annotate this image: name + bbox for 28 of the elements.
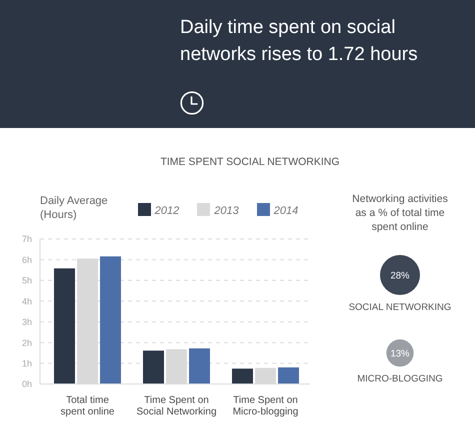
y-tick-label: 3h [22,317,32,328]
bar [189,348,210,384]
data-label: 28% [390,270,410,282]
y-tick-label: 5h [22,276,32,286]
x-tick-label: Total time spent online [60,395,115,418]
text: Networking activities as a % of total time spent online [351,192,449,234]
chart-subtitle: TIME SPENT SOCIAL NETWORKING [159,156,341,168]
bar [278,367,299,384]
legend-label: 2014 [274,205,298,217]
y-tick-label: 4h [22,296,32,306]
y-tick-label: 6h [22,254,32,265]
chart-title: Daily time spent on social networks rises to 1.72 hours [180,16,419,67]
x-tick-label: Time Spent on Micro-blogging [232,395,298,418]
data-label: 13% [390,348,410,360]
legend-label: 2013 [214,205,239,217]
bar [100,256,121,384]
category-label: SOCIAL NETWORKING [348,302,452,313]
y-tick-label: 0h [22,379,32,390]
y-tick-label: 1h [22,358,32,368]
y-tick-label: 7h [22,234,32,244]
bar [232,368,253,384]
category-label: MICRO-BLOGGING [357,374,443,385]
y-axis-title: Daily Average (Hours) [40,194,109,222]
bar [143,350,164,384]
x-tick-label: Time Spent on Social Networking [136,395,217,418]
y-tick-label: 2h [22,338,32,348]
bar [54,268,75,384]
legend-label: 2012 [154,205,180,217]
